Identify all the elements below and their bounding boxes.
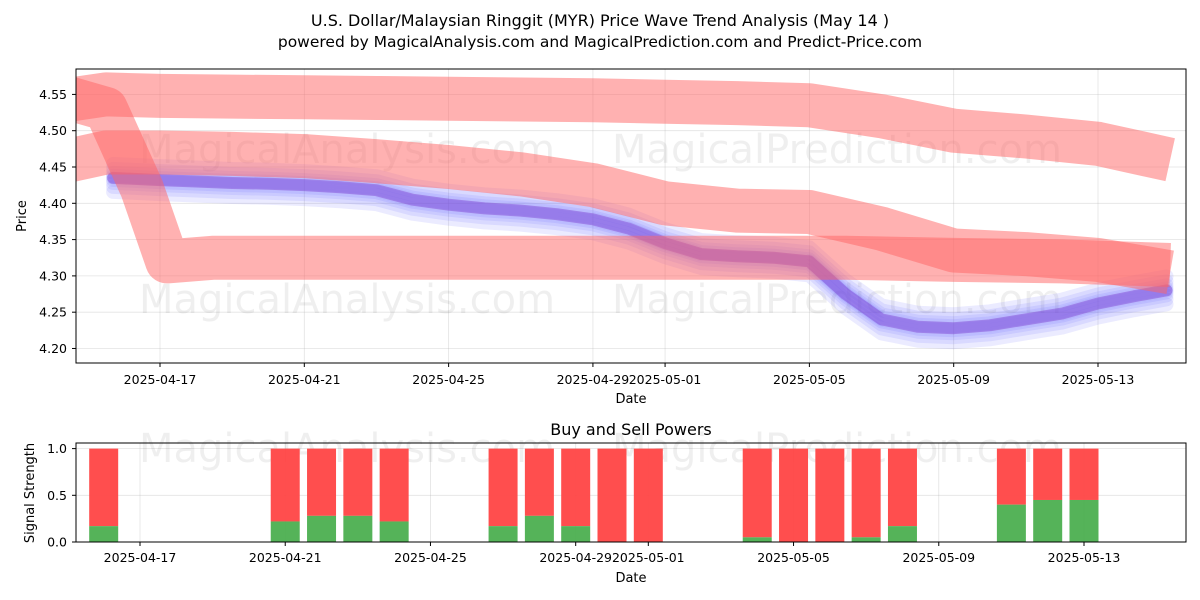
- signal-x-tick-label: 2025-05-09: [902, 550, 975, 565]
- price-x-tick-label: 2025-05-13: [1062, 372, 1135, 387]
- chart-title: U.S. Dollar/Malaysian Ringgit (MYR) Pric…: [311, 11, 889, 30]
- sell-power-bar: [1033, 448, 1063, 500]
- price-plot-frame: [75, 68, 1187, 364]
- price-y-ticks: 4.20 4.25 4.30 4.35 4.40 4.45 4.50 4.55: [39, 87, 76, 356]
- price-wave-band: [106, 165, 1174, 331]
- buy-power-bar: [343, 515, 373, 542]
- signal-bars: [89, 448, 1099, 542]
- price-x-axis-label: Date: [615, 392, 646, 407]
- sell-power-bar: [524, 448, 554, 516]
- signal-y-tick-label: 0.5: [47, 488, 67, 503]
- buy-power-bar: [307, 515, 337, 542]
- price-y-tick-label: 4.35: [39, 232, 67, 247]
- signal-plot: Buy and Sell Powers MagicalAnalysis.com …: [23, 420, 1187, 586]
- signal-y-tick-label: 1.0: [47, 441, 67, 456]
- price-y-tick-label: 4.45: [39, 160, 67, 175]
- buy-power-bar: [996, 504, 1026, 542]
- sell-power-bar: [779, 448, 809, 542]
- price-y-tick-label: 4.25: [39, 305, 67, 320]
- buy-power-bar: [1033, 499, 1063, 542]
- sell-power-bar: [307, 448, 337, 516]
- price-x-tick-label: 2025-05-09: [917, 372, 990, 387]
- forecast-band-forecast-lower: [76, 77, 1171, 287]
- price-x-tick-label: 2025-04-21: [268, 372, 341, 387]
- price-y-tick-label: 4.30: [39, 268, 67, 283]
- buy-power-bar: [270, 521, 300, 542]
- price-y-axis-label: Price: [15, 200, 30, 232]
- signal-x-tick-label: 2025-05-01: [612, 550, 685, 565]
- price-series: [76, 72, 1175, 350]
- sell-power-bar: [815, 448, 845, 542]
- buy-power-bar: [379, 521, 409, 542]
- buy-power-bar: [89, 526, 119, 542]
- signal-x-tick-label: 2025-05-05: [757, 550, 830, 565]
- signal-x-axis-label: Date: [615, 571, 646, 586]
- buy-power-bar: [561, 526, 591, 542]
- sell-power-bar: [887, 448, 917, 527]
- signal-x-tick-label: 2025-05-13: [1048, 550, 1121, 565]
- price-x-tick-label: 2025-04-25: [412, 372, 485, 387]
- sell-power-bar: [379, 448, 409, 522]
- signal-x-tick-label: 2025-04-25: [394, 550, 467, 565]
- chart-subtitle: powered by MagicalAnalysis.com and Magic…: [278, 33, 922, 51]
- buy-power-bar: [1069, 499, 1099, 542]
- signal-plot-frame: [75, 442, 1187, 543]
- sell-power-bar: [742, 448, 772, 538]
- buy-power-bar: [742, 537, 772, 542]
- buy-power-bar: [524, 515, 554, 542]
- sell-power-bar: [89, 448, 119, 527]
- sell-power-bar: [488, 448, 518, 527]
- signal-x-tick-label: 2025-04-17: [104, 550, 177, 565]
- buy-power-bar: [851, 537, 881, 542]
- price-y-tick-label: 4.40: [39, 196, 67, 211]
- sell-power-bar: [1069, 448, 1099, 500]
- buy-power-bar: [488, 526, 518, 542]
- sell-power-bar: [996, 448, 1026, 505]
- sell-power-bar: [633, 448, 663, 542]
- sell-power-bar: [343, 448, 373, 516]
- sell-power-bar: [561, 448, 591, 527]
- price-plot: MagicalAnalysis.com MagicalPrediction.co…: [15, 68, 1187, 407]
- sell-power-bar: [597, 448, 627, 542]
- signal-y-axis-label: Signal Strength: [23, 443, 38, 543]
- watermark-right-lower: MagicalPrediction.com: [612, 277, 1062, 323]
- signal-x-tick-label: 2025-04-21: [249, 550, 322, 565]
- price-wave-band: [106, 168, 1174, 334]
- price-x-tick-label: 2025-04-17: [124, 372, 197, 387]
- forecast-band-forecast-upper: [76, 72, 1175, 182]
- price-y-tick-label: 4.50: [39, 123, 67, 138]
- price-y-tick-label: 4.55: [39, 87, 67, 102]
- sell-power-bar: [851, 448, 881, 538]
- price-x-tick-label: 2025-04-29: [557, 372, 630, 387]
- signal-plot-title: Buy and Sell Powers: [550, 420, 712, 439]
- watermark-left-lower: MagicalAnalysis.com: [139, 277, 555, 323]
- price-x-ticks: 2025-04-17 2025-04-21 2025-04-25 2025-04-29…: [124, 363, 1135, 387]
- buy-power-bar: [887, 526, 917, 542]
- signal-y-tick-label: 0.0: [47, 535, 67, 550]
- signal-x-tick-label: 2025-04-29: [539, 550, 612, 565]
- price-x-tick-label: 2025-05-05: [773, 372, 846, 387]
- signal-x-ticks: 2025-04-17 2025-04-21 2025-04-25 2025-04-29…: [104, 542, 1121, 565]
- price-x-tick-label: 2025-05-01: [629, 372, 702, 387]
- signal-y-ticks: 0.0 0.5 1.0: [47, 441, 76, 550]
- price-y-tick-label: 4.20: [39, 341, 67, 356]
- sell-power-bar: [270, 448, 300, 522]
